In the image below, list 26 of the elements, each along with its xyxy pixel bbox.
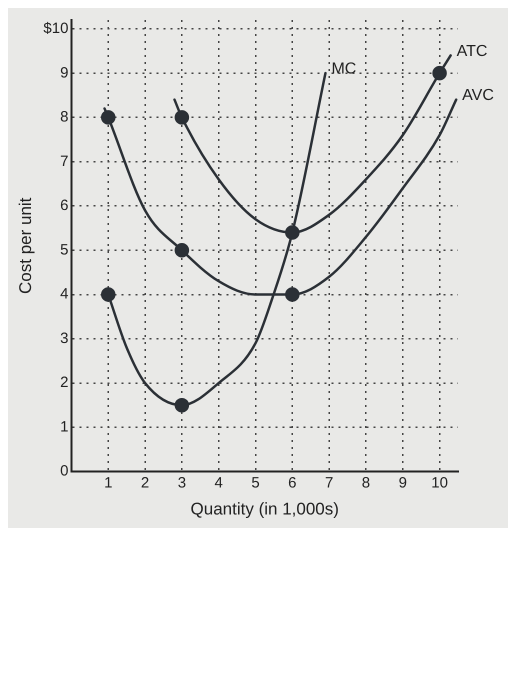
x-tick-label: 7 bbox=[324, 474, 334, 492]
x-axis-title: Quantity (in 1,000s) bbox=[190, 499, 339, 518]
y-tick-label: 7 bbox=[60, 152, 68, 170]
y-tick-label: 4 bbox=[60, 286, 68, 303]
x-tick-label: 4 bbox=[214, 474, 223, 492]
y-tick-label: 1 bbox=[60, 418, 68, 436]
y-axis-title: Cost per unit bbox=[16, 197, 35, 294]
x-tick-label: 5 bbox=[251, 474, 260, 492]
x-tick-label: 2 bbox=[140, 474, 150, 492]
series-label: AVC bbox=[462, 87, 494, 104]
x-tick-label: 1 bbox=[104, 474, 112, 492]
x-tick-label: 9 bbox=[398, 474, 407, 492]
y-tick-label: 3 bbox=[60, 330, 68, 347]
series-label: MC bbox=[331, 60, 356, 78]
y-tick-label: 5 bbox=[60, 241, 68, 258]
y-tick-label: 9 bbox=[60, 64, 68, 82]
y-tick-label: 8 bbox=[60, 108, 68, 126]
x-tick-label: 8 bbox=[362, 474, 370, 492]
x-tick-label: 10 bbox=[431, 474, 448, 492]
y-tick-label: 0 bbox=[60, 462, 68, 480]
y-tick-label: 6 bbox=[60, 197, 68, 214]
y-tick-label: 2 bbox=[60, 374, 68, 392]
x-tick-label: 6 bbox=[288, 474, 296, 492]
series-label: ATC bbox=[456, 42, 488, 60]
x-tick-label: 3 bbox=[178, 474, 186, 492]
y-tick-label: $10 bbox=[43, 20, 68, 37]
